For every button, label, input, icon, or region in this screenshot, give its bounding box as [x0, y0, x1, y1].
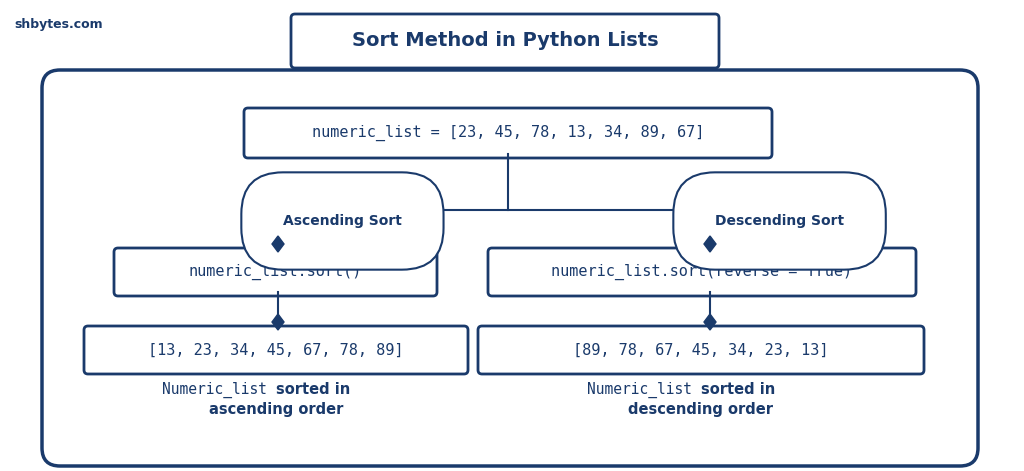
Text: Numeric_list: Numeric_list	[587, 382, 701, 398]
Text: Sort Method in Python Lists: Sort Method in Python Lists	[351, 32, 658, 50]
FancyBboxPatch shape	[244, 108, 772, 158]
Polygon shape	[705, 236, 716, 252]
Text: Ascending Sort: Ascending Sort	[283, 214, 401, 228]
Text: [89, 78, 67, 45, 34, 23, 13]: [89, 78, 67, 45, 34, 23, 13]	[573, 342, 828, 357]
FancyBboxPatch shape	[291, 14, 719, 68]
FancyBboxPatch shape	[478, 326, 924, 374]
Text: Numeric_list: Numeric_list	[162, 382, 276, 398]
Polygon shape	[272, 236, 284, 252]
Text: ascending order: ascending order	[209, 402, 343, 417]
Polygon shape	[272, 314, 284, 330]
Polygon shape	[705, 314, 716, 330]
Text: shbytes.com: shbytes.com	[14, 18, 102, 31]
FancyBboxPatch shape	[42, 70, 978, 466]
Text: numeric_list.sort(reverse = True): numeric_list.sort(reverse = True)	[552, 264, 853, 280]
Text: descending order: descending order	[629, 402, 773, 417]
FancyBboxPatch shape	[84, 326, 468, 374]
Text: Descending Sort: Descending Sort	[715, 214, 844, 228]
Text: sorted in: sorted in	[276, 382, 350, 397]
Text: sorted in: sorted in	[701, 382, 775, 397]
Text: [13, 23, 34, 45, 67, 78, 89]: [13, 23, 34, 45, 67, 78, 89]	[148, 342, 403, 357]
Text: numeric_list = [23, 45, 78, 13, 34, 89, 67]: numeric_list = [23, 45, 78, 13, 34, 89, …	[312, 125, 705, 141]
Text: numeric_list.sort(): numeric_list.sort()	[188, 264, 362, 280]
FancyBboxPatch shape	[488, 248, 916, 296]
FancyBboxPatch shape	[114, 248, 437, 296]
